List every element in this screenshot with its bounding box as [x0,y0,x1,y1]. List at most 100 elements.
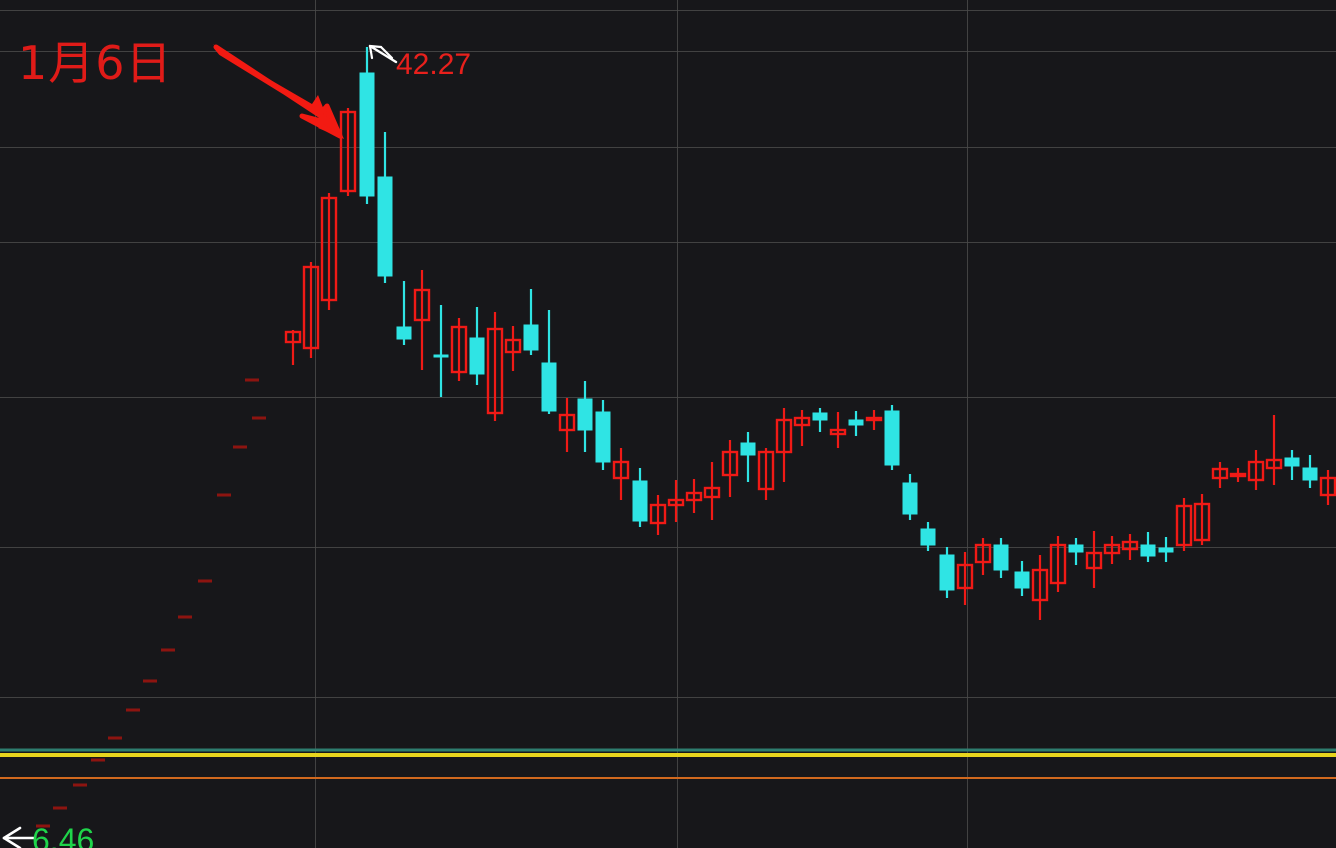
candlestick [396,281,412,345]
candle-body-hollow [450,325,468,374]
candlestick [956,552,974,605]
candlestick [558,398,576,452]
candlestick [1068,538,1084,565]
candle-body-hollow [1085,551,1103,570]
candlestick [740,432,756,482]
candlestick [902,474,918,520]
candlestick [1158,537,1174,562]
candle-body-hollow [667,498,685,507]
candlestick [920,522,936,551]
candlestick [974,538,992,575]
candle-body-filled [812,412,828,421]
candle-body-hollow [1031,568,1049,602]
candle-body-filled [939,554,955,591]
candle-body-filled [523,324,539,351]
candlestick [377,132,393,283]
candlestick [757,448,775,500]
candlestick [577,381,593,452]
candlestick [793,410,811,446]
candlestick [523,289,539,355]
candle-body-hollow [757,450,775,491]
candlestick [413,270,431,370]
candle-body-hollow [413,288,431,322]
candle-body-hollow [865,416,883,422]
red-pointer-arrow [213,44,344,139]
candlestick [1085,531,1103,588]
candlestick [612,448,630,500]
candle-body-filled [396,326,412,340]
candle-body-filled [902,482,918,515]
candlestick [812,408,828,432]
candle-body-filled [469,337,485,375]
candlestick [1193,494,1211,545]
candlestick-series [284,47,1336,620]
candle-body-hollow [703,486,721,499]
candlestick [433,305,449,397]
candle-body-hollow [829,428,847,436]
candlestick [939,547,955,598]
candlestick [504,326,522,371]
candle-body-filled [1014,571,1030,589]
candle-body-filled [632,480,648,522]
candlestick [320,193,338,310]
candle-body-filled [1158,547,1174,553]
candle-body-filled [541,362,557,412]
candle-body-filled [359,72,375,197]
candlestick [541,310,557,414]
candlestick [1319,470,1336,505]
candle-body-hollow [504,338,522,354]
candlestick [1031,555,1049,620]
candlestick [284,330,302,365]
candlestick [1302,455,1318,488]
candle-body-hollow [339,110,357,193]
candle-body-hollow [612,460,630,480]
candle-body-hollow [1247,460,1265,482]
candlestick [632,468,648,527]
candle-body-hollow [793,416,811,427]
candle-body-filled [848,419,864,426]
candlestick [302,262,320,358]
candle-body-filled [377,176,393,277]
candlestick [486,312,504,421]
candlestick [1140,532,1156,562]
candlestick [721,440,739,497]
candlestick [848,411,864,436]
candle-body-hollow [320,196,338,302]
candle-body-filled [884,410,900,466]
candle-body-hollow [721,450,739,477]
candle-body-hollow [558,413,576,432]
candlestick [1175,498,1193,551]
candle-body-filled [577,398,593,431]
candlestick [1247,450,1265,490]
candlestick [685,479,703,513]
white-callout-arrow-low [2,826,36,848]
candle-body-hollow [1175,504,1193,547]
candle-body-hollow [486,327,504,415]
candle-body-hollow [284,330,302,344]
candle-body-hollow [974,543,992,564]
candlestick [1284,450,1300,480]
candle-body-filled [740,442,756,456]
candlestick [339,108,357,196]
candlestick [450,318,468,381]
candle-body-hollow [1193,502,1211,542]
candle-body-hollow [1211,467,1229,480]
candlestick [703,462,721,520]
candle-body-hollow [1103,543,1121,555]
candlestick [1229,468,1247,482]
candle-body-filled [1068,544,1084,553]
candlestick [829,412,847,448]
candle-body-filled [1284,457,1300,467]
candle-body-hollow [775,418,793,454]
candle-body-hollow [685,491,703,502]
candle-body-hollow [1121,540,1139,551]
candlestick [1014,561,1030,596]
candle-body-hollow [1229,472,1247,478]
micro-candle-ticks [36,378,266,828]
candle-body-filled [595,411,611,463]
candlestick [667,480,685,522]
candlestick [884,405,900,470]
